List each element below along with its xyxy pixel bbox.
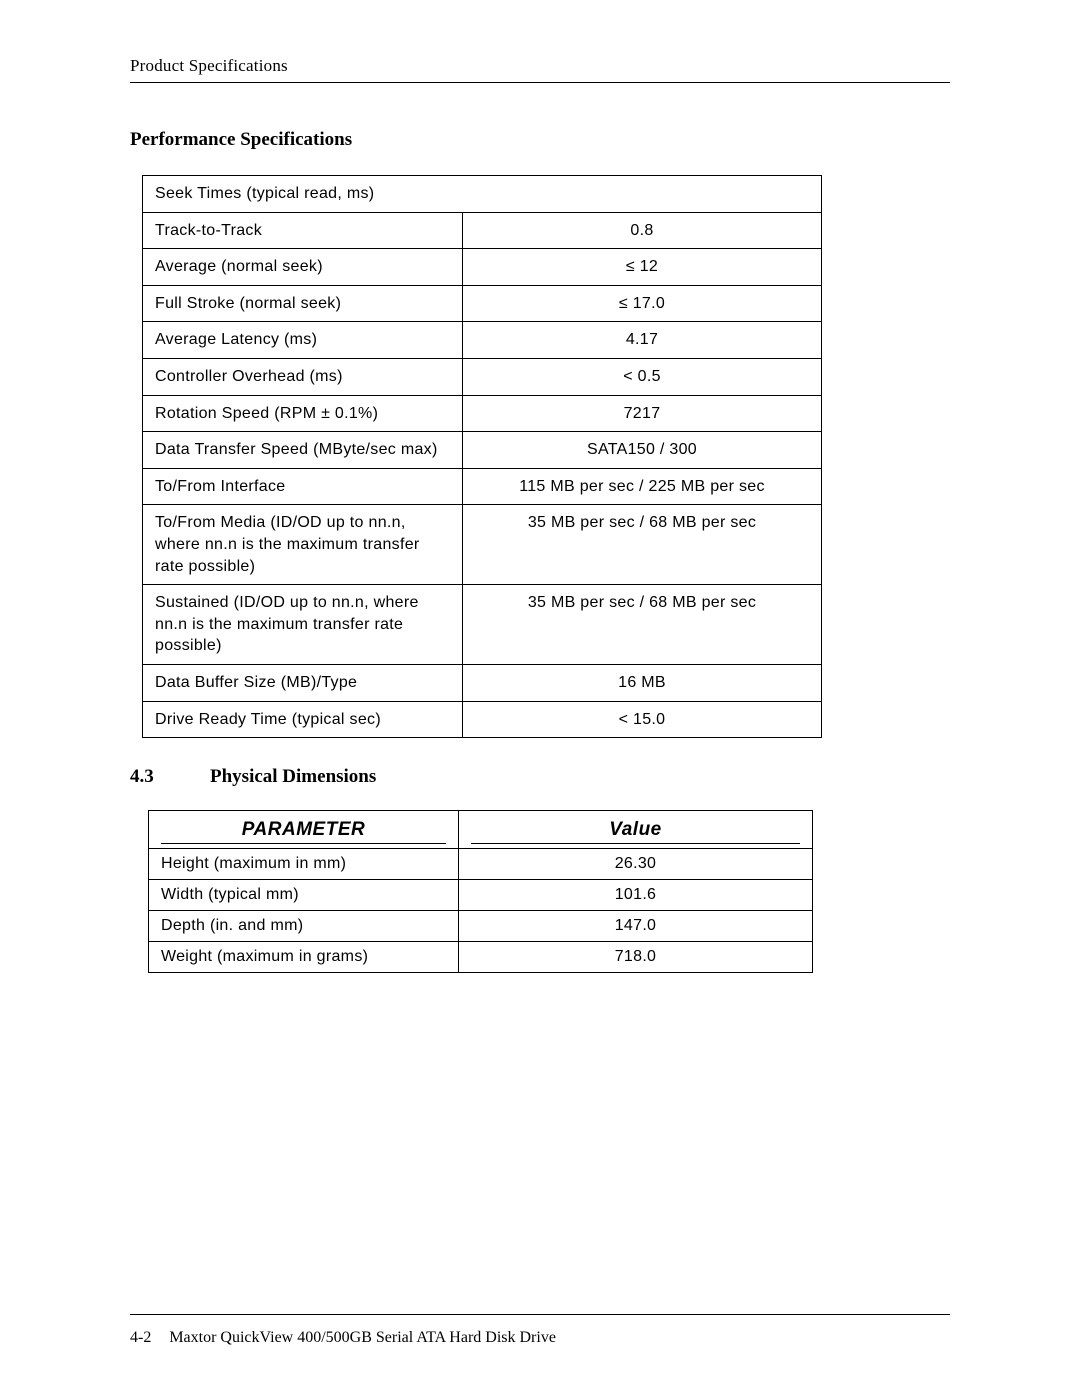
table-row: Controller Overhead (ms) < 0.5 [143,358,822,395]
param-cell: Average Latency (ms) [143,322,463,359]
footer-rule [130,1314,950,1315]
value-cell: 101.6 [459,880,813,911]
table-row: Data Transfer Speed (MByte/sec max) SATA… [143,432,822,469]
param-cell: Weight (maximum in grams) [149,942,459,973]
table-row: Sustained (ID/OD up to nn.n, where nn.n … [143,585,822,665]
value-cell: 4.17 [463,322,822,359]
value-cell: SATA150 / 300 [463,432,822,469]
value-cell: < 0.5 [463,358,822,395]
value-cell: 35 MB per sec / 68 MB per sec [463,585,822,665]
column-header-parameter: PARAMETER [149,811,459,844]
value-cell: ≤ 17.0 [463,285,822,322]
value-cell: 16 MB [463,664,822,701]
param-cell: Drive Ready Time (typical sec) [143,701,463,738]
param-cell: Track-to-Track [143,212,463,249]
param-cell: Average (normal seek) [143,249,463,286]
param-cell: Sustained (ID/OD up to nn.n, where nn.n … [143,585,463,665]
table-row: To/From Media (ID/OD up to nn.n, where n… [143,505,822,585]
param-cell: Controller Overhead (ms) [143,358,463,395]
page: Product Specifications Performance Speci… [0,0,1080,1397]
value-cell: < 15.0 [463,701,822,738]
footer: 4-2 Maxtor QuickView 400/500GB Serial ATA… [130,1314,950,1347]
table-row: Drive Ready Time (typical sec) < 15.0 [143,701,822,738]
table-row: Data Buffer Size (MB)/Type 16 MB [143,664,822,701]
table-row: Average (normal seek) ≤ 12 [143,249,822,286]
param-cell: Height (maximum in mm) [149,849,459,880]
table-row: To/From Interface 115 MB per sec / 225 M… [143,468,822,505]
table-row: Rotation Speed (RPM ± 0.1%) 7217 [143,395,822,432]
table-row: Width (typical mm) 101.6 [149,880,813,911]
table-header-cell: Seek Times (typical read, ms) [143,176,822,213]
running-head: Product Specifications [130,56,950,76]
value-cell: 718.0 [459,942,813,973]
header-rule [130,82,950,83]
value-cell: 7217 [463,395,822,432]
dimensions-table: PARAMETER Value Height (maximum in mm) 2… [148,810,813,973]
param-cell: To/From Media (ID/OD up to nn.n, where n… [143,505,463,585]
param-cell: Data Buffer Size (MB)/Type [143,664,463,701]
value-cell: 26.30 [459,849,813,880]
section-number: 4.3 [130,766,210,788]
param-cell: Full Stroke (normal seek) [143,285,463,322]
page-number: 4-2 [130,1329,151,1346]
header-underline [161,843,446,844]
table-row: Seek Times (typical read, ms) [143,176,822,213]
column-header-value: Value [459,811,813,844]
table-row: Full Stroke (normal seek) ≤ 17.0 [143,285,822,322]
table-row: Track-to-Track 0.8 [143,212,822,249]
table-row: Depth (in. and mm) 147.0 [149,911,813,942]
table-row: Height (maximum in mm) 26.30 [149,849,813,880]
param-cell: Depth (in. and mm) [149,911,459,942]
header-underline [471,843,800,844]
section-heading-dimensions: 4.3 Physical Dimensions [130,766,950,788]
doc-title: Maxtor QuickView 400/500GB Serial ATA Ha… [169,1329,556,1346]
section-title-dimensions: Physical Dimensions [210,766,376,788]
param-cell: Data Transfer Speed (MByte/sec max) [143,432,463,469]
param-cell: Rotation Speed (RPM ± 0.1%) [143,395,463,432]
footer-text: 4-2 Maxtor QuickView 400/500GB Serial ATA… [130,1329,950,1347]
section-title-performance: Performance Specifications [130,129,950,151]
table-row: Average Latency (ms) 4.17 [143,322,822,359]
value-cell: 147.0 [459,911,813,942]
param-cell: To/From Interface [143,468,463,505]
value-cell: 115 MB per sec / 225 MB per sec [463,468,822,505]
value-cell: 0.8 [463,212,822,249]
table-header-row: PARAMETER Value [149,811,813,844]
param-cell: Width (typical mm) [149,880,459,911]
table-row: Weight (maximum in grams) 718.0 [149,942,813,973]
value-cell: ≤ 12 [463,249,822,286]
value-cell: 35 MB per sec / 68 MB per sec [463,505,822,585]
performance-table: Seek Times (typical read, ms) Track-to-T… [142,175,822,738]
